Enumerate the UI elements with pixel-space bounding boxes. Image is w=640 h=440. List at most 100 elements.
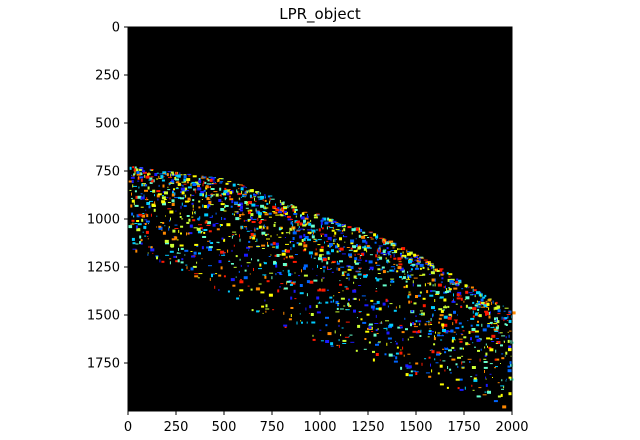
object-pixel: [378, 341, 381, 343]
object-pixel: [169, 219, 171, 222]
object-pixel: [475, 374, 478, 376]
object-pixel: [283, 206, 287, 208]
object-pixel: [207, 205, 209, 209]
object-pixel: [325, 340, 330, 343]
object-pixel: [335, 222, 339, 224]
object-pixel: [228, 189, 230, 192]
object-pixel: [430, 324, 433, 325]
object-pixel: [254, 197, 255, 201]
object-pixel: [150, 248, 155, 252]
object-pixel: [140, 173, 143, 176]
object-pixel: [451, 346, 455, 349]
object-pixel: [269, 197, 271, 201]
object-pixel: [150, 169, 154, 171]
object-pixel: [176, 187, 179, 189]
object-pixel: [156, 256, 158, 260]
object-pixel: [294, 272, 296, 274]
object-pixel: [192, 183, 197, 186]
object-pixel: [326, 289, 329, 291]
object-pixel: [285, 249, 290, 253]
object-pixel: [144, 235, 147, 237]
object-pixel: [251, 309, 254, 312]
object-pixel: [169, 210, 174, 214]
object-pixel: [181, 202, 183, 206]
object-pixel: [209, 183, 214, 185]
object-pixel: [286, 215, 291, 218]
object-pixel: [453, 310, 456, 314]
object-pixel: [240, 279, 242, 281]
object-pixel: [260, 219, 263, 223]
object-pixel: [188, 218, 191, 222]
object-pixel: [474, 294, 476, 298]
object-pixel: [221, 254, 226, 256]
object-pixel: [508, 334, 510, 338]
object-pixel: [256, 210, 260, 214]
object-pixel: [410, 268, 413, 271]
object-pixel: [464, 386, 466, 390]
object-pixel: [279, 200, 281, 203]
object-pixel: [252, 236, 256, 240]
object-pixel: [321, 278, 323, 282]
object-pixel: [154, 194, 155, 197]
object-pixel: [164, 225, 166, 227]
object-pixel: [361, 252, 364, 256]
object-pixel: [213, 183, 217, 185]
object-pixel: [410, 323, 412, 327]
object-pixel: [250, 216, 253, 220]
object-pixel: [244, 196, 246, 198]
object-pixel: [493, 400, 498, 403]
object-pixel: [407, 276, 409, 280]
object-pixel: [428, 261, 429, 265]
object-pixel: [359, 277, 361, 279]
object-pixel: [415, 320, 418, 323]
object-pixel: [451, 358, 456, 361]
object-pixel: [443, 309, 445, 311]
object-pixel: [392, 247, 395, 249]
object-pixel: [314, 214, 318, 216]
x-tick-label: 1000: [303, 420, 336, 435]
object-pixel: [161, 196, 166, 200]
object-pixel: [500, 385, 505, 387]
object-pixel: [315, 248, 317, 251]
object-pixel: [191, 202, 194, 205]
object-pixel: [343, 235, 344, 237]
object-pixel: [255, 241, 257, 242]
object-pixel: [493, 328, 498, 331]
object-pixel: [160, 222, 164, 224]
object-pixel: [427, 336, 430, 338]
object-pixel: [346, 247, 350, 248]
object-pixel: [279, 286, 281, 288]
object-pixel: [134, 190, 137, 193]
object-pixel: [375, 307, 380, 310]
object-pixel: [485, 343, 487, 346]
object-pixel: [240, 205, 243, 209]
object-pixel: [472, 389, 475, 391]
object-pixel: [234, 211, 239, 213]
object-pixel: [250, 213, 254, 217]
object-pixel: [294, 220, 298, 224]
object-pixel: [232, 231, 237, 233]
x-tick-label: 1500: [399, 420, 432, 435]
object-pixel: [142, 171, 147, 174]
object-pixel: [329, 296, 333, 299]
object-pixel: [201, 229, 203, 231]
object-pixel: [194, 273, 199, 275]
object-pixel: [345, 287, 349, 290]
object-pixel: [473, 289, 477, 292]
object-pixel: [362, 321, 367, 324]
object-pixel: [396, 270, 399, 273]
object-pixel: [341, 271, 344, 275]
object-pixel: [459, 340, 463, 343]
y-tick-label: 0: [112, 21, 120, 36]
object-pixel: [441, 277, 444, 280]
object-pixel: [431, 306, 435, 310]
object-pixel: [281, 232, 284, 235]
object-pixel: [177, 196, 181, 199]
object-pixel: [290, 282, 294, 284]
object-pixel: [472, 288, 474, 292]
object-pixel: [306, 229, 311, 231]
object-pixel: [498, 341, 500, 343]
object-pixel: [262, 312, 264, 314]
object-pixel: [417, 331, 421, 333]
object-pixel: [477, 320, 479, 323]
